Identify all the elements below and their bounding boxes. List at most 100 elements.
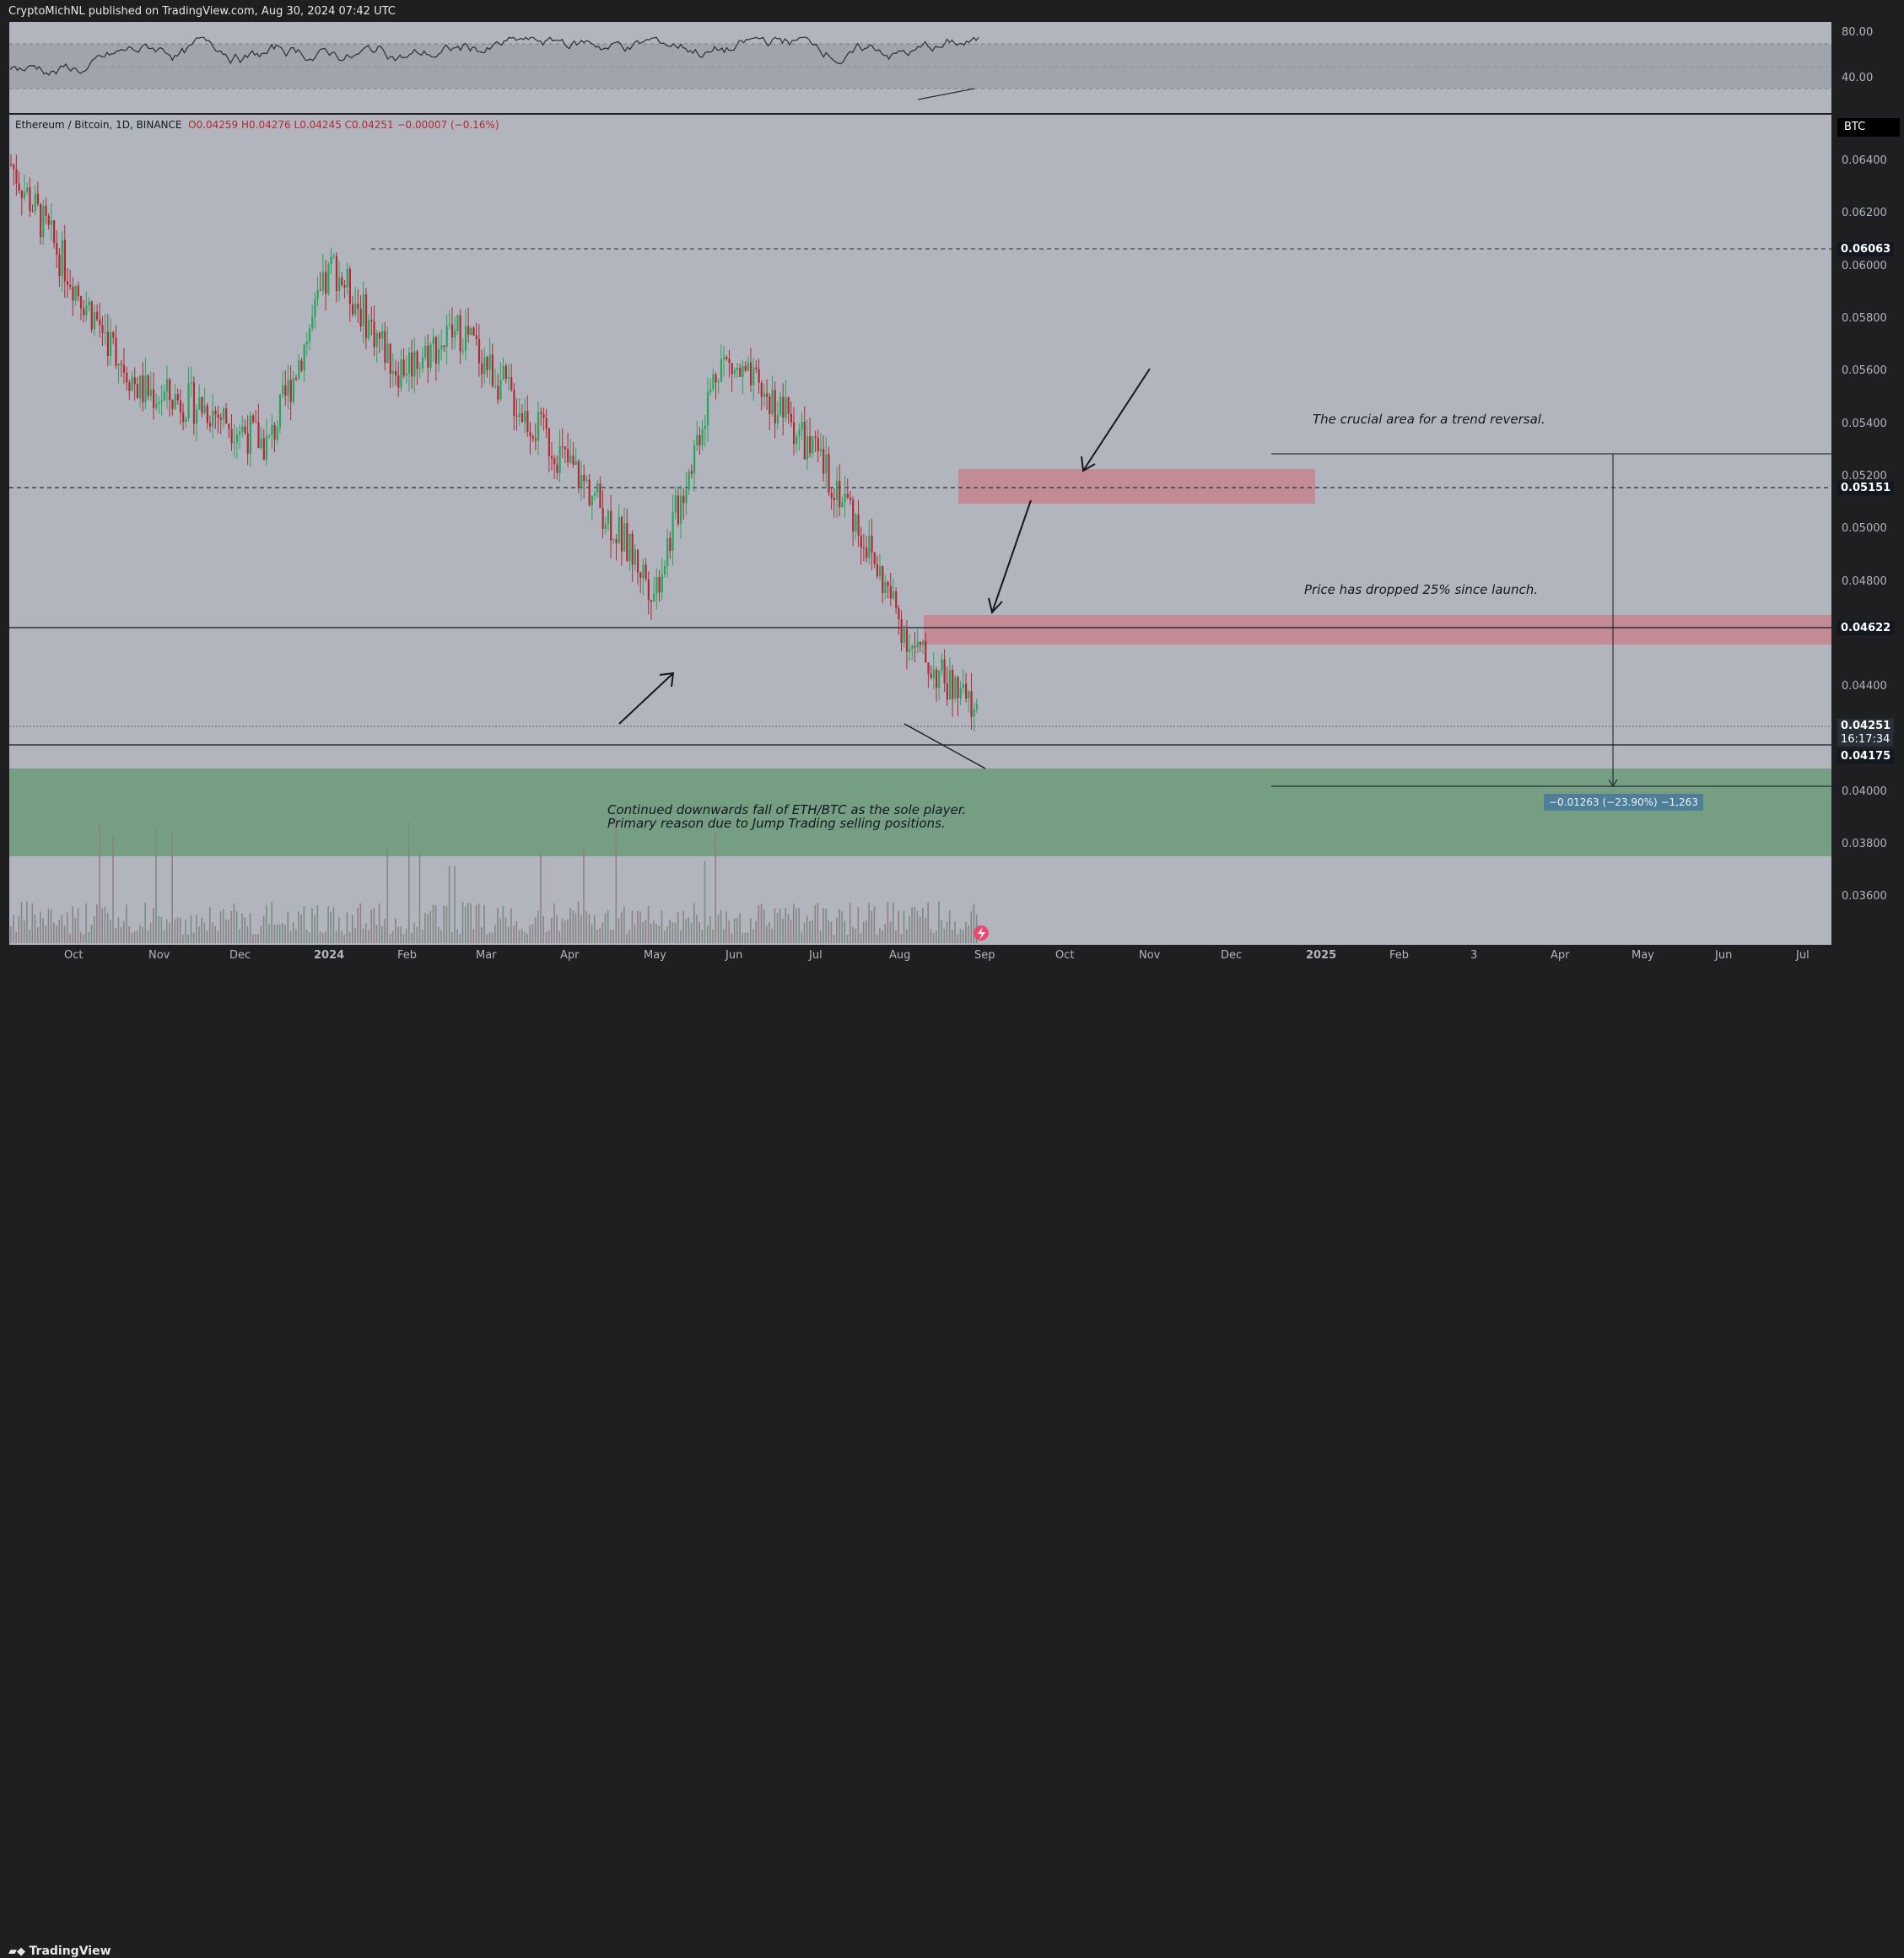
price-label-last[interactable]: 0.04251 xyxy=(1837,719,1895,733)
volume-bar xyxy=(303,906,305,943)
candle-body xyxy=(23,191,26,198)
price-label-04175[interactable]: 0.04175 xyxy=(1837,749,1895,763)
volume-bar xyxy=(440,930,442,943)
volume-bar xyxy=(763,909,765,943)
volume-bar xyxy=(235,911,238,943)
reversal-note[interactable]: The crucial area for a trend reversal. xyxy=(1313,412,1545,427)
price-label-05151[interactable]: 0.05151 xyxy=(1837,481,1895,495)
volume-bar xyxy=(567,919,569,943)
time-axis[interactable] xyxy=(0,945,1831,965)
volume-bar xyxy=(206,930,208,943)
volume-bar xyxy=(79,931,82,943)
volume-bar xyxy=(486,934,488,943)
volume-bar xyxy=(855,928,856,943)
rsi-divergence-line xyxy=(917,88,975,100)
arrow-annotation-1[interactable] xyxy=(618,672,675,725)
volume-bar xyxy=(952,929,953,943)
currency-badge[interactable]: BTC xyxy=(1837,118,1900,137)
candle-body xyxy=(321,272,325,291)
arrow-annotation-3[interactable] xyxy=(988,499,1032,615)
jump-note-line2[interactable]: Primary reason due to Jump Trading selli… xyxy=(607,816,946,831)
candle-body xyxy=(467,326,470,336)
measure-label[interactable]: −0.01263 (−23.90%) −1,263 xyxy=(1544,794,1703,811)
volume-bar xyxy=(669,920,671,943)
candle-body xyxy=(534,439,537,441)
price-label-04622[interactable]: 0.04622 xyxy=(1837,621,1895,635)
arrow-annotation-2[interactable] xyxy=(1081,368,1151,472)
candle-body xyxy=(96,311,99,320)
volume-bar xyxy=(596,929,598,943)
volume-bar xyxy=(212,922,213,943)
candle-body xyxy=(849,497,852,500)
volume-bar xyxy=(321,932,324,943)
volume-bar xyxy=(828,920,830,943)
volume-bar xyxy=(34,914,36,943)
volume-bar xyxy=(158,915,159,943)
volume-bar xyxy=(83,934,84,943)
volume-bar xyxy=(844,920,846,943)
candle-body xyxy=(601,508,604,529)
volume-bar xyxy=(139,925,141,943)
volume-bar xyxy=(769,922,770,943)
volume-bar xyxy=(122,921,125,943)
volume-bar xyxy=(155,829,157,943)
volume-bar xyxy=(925,917,926,943)
candle-body xyxy=(661,574,663,593)
volume-bar xyxy=(407,821,410,943)
candle-body xyxy=(405,373,407,376)
candle-body xyxy=(368,320,370,339)
volume-bar xyxy=(418,853,421,943)
time-tick: Apr xyxy=(560,949,580,962)
volume-bar xyxy=(634,924,636,943)
volume-bar xyxy=(690,923,693,943)
volume-bar xyxy=(325,931,326,943)
volume-bar xyxy=(438,926,440,943)
volume-bar xyxy=(755,920,757,943)
candle-body xyxy=(591,495,593,505)
candle-body xyxy=(647,579,650,601)
volume-bar xyxy=(645,920,647,943)
jump-note-line1[interactable]: Continued downwards fall of ETH/BTC as t… xyxy=(607,802,967,817)
reversal-zone[interactable] xyxy=(958,469,1315,504)
resistance-zone[interactable] xyxy=(924,615,1831,645)
trend-line[interactable] xyxy=(903,723,986,769)
volume-bar xyxy=(846,934,849,943)
volume-bar xyxy=(823,908,824,943)
candle-body xyxy=(305,341,308,345)
tradingview-logo[interactable]: ▰◆ TradingView xyxy=(8,1945,111,1958)
volume-bar xyxy=(40,911,41,943)
candle-body xyxy=(443,345,445,348)
candle-body xyxy=(413,351,416,377)
candle-body xyxy=(930,673,932,678)
candle-body xyxy=(53,220,56,243)
drop-note[interactable]: Price has dropped 25% since launch. xyxy=(1304,582,1539,597)
volume-bar xyxy=(812,920,813,943)
candle-body xyxy=(445,325,448,348)
candle-body xyxy=(262,438,265,461)
support-zone[interactable] xyxy=(9,769,1831,856)
volume-bar xyxy=(359,903,362,943)
candle-body xyxy=(497,386,499,400)
candle-body xyxy=(954,677,957,699)
candle-body xyxy=(239,431,241,435)
candle-body xyxy=(128,382,131,391)
candle-body xyxy=(325,272,327,294)
volume-bar xyxy=(459,934,461,943)
volume-bar xyxy=(239,929,240,943)
volume-bar xyxy=(153,908,154,943)
candle-body xyxy=(421,357,424,369)
candle-body xyxy=(887,581,889,586)
volume-bar xyxy=(472,929,475,943)
candle-body xyxy=(411,352,413,377)
candle-body xyxy=(174,394,176,409)
candle-body xyxy=(40,203,42,238)
price-label-06063[interactable]: 0.06063 xyxy=(1837,242,1895,256)
tv-logo-icon: ▰◆ xyxy=(8,1945,30,1958)
pane-separator[interactable] xyxy=(9,113,1831,115)
candle-body xyxy=(284,385,287,396)
volume-bar xyxy=(612,930,614,943)
volume-bar xyxy=(774,908,776,943)
candle-body xyxy=(835,481,839,500)
candle-body xyxy=(438,348,440,364)
volume-bar xyxy=(429,911,432,943)
